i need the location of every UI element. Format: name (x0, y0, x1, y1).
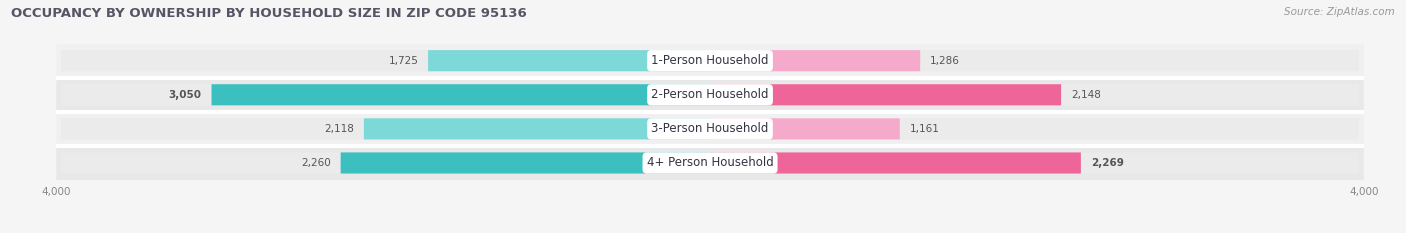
FancyBboxPatch shape (710, 118, 900, 140)
FancyBboxPatch shape (710, 84, 1062, 105)
FancyBboxPatch shape (56, 44, 1364, 78)
Text: 2-Person Household: 2-Person Household (651, 88, 769, 101)
Text: 3,050: 3,050 (169, 90, 201, 100)
Text: 1,161: 1,161 (910, 124, 939, 134)
FancyBboxPatch shape (60, 152, 710, 174)
FancyBboxPatch shape (364, 118, 710, 140)
Text: 1,725: 1,725 (388, 56, 418, 66)
FancyBboxPatch shape (211, 84, 710, 105)
FancyBboxPatch shape (710, 50, 1360, 71)
FancyBboxPatch shape (710, 50, 920, 71)
FancyBboxPatch shape (56, 78, 1364, 112)
Text: 4+ Person Household: 4+ Person Household (647, 157, 773, 169)
Text: 2,148: 2,148 (1071, 90, 1101, 100)
FancyBboxPatch shape (56, 146, 1364, 180)
Text: 3-Person Household: 3-Person Household (651, 122, 769, 135)
FancyBboxPatch shape (60, 118, 710, 140)
Text: 2,260: 2,260 (301, 158, 330, 168)
FancyBboxPatch shape (60, 50, 710, 71)
FancyBboxPatch shape (340, 152, 710, 174)
FancyBboxPatch shape (710, 152, 1081, 174)
Text: OCCUPANCY BY OWNERSHIP BY HOUSEHOLD SIZE IN ZIP CODE 95136: OCCUPANCY BY OWNERSHIP BY HOUSEHOLD SIZE… (11, 7, 527, 20)
FancyBboxPatch shape (710, 84, 1360, 105)
Text: 2,269: 2,269 (1091, 158, 1123, 168)
Text: 1,286: 1,286 (929, 56, 960, 66)
FancyBboxPatch shape (60, 84, 710, 105)
Text: 2,118: 2,118 (325, 124, 354, 134)
FancyBboxPatch shape (710, 118, 1360, 140)
FancyBboxPatch shape (56, 112, 1364, 146)
Text: 1-Person Household: 1-Person Household (651, 54, 769, 67)
Text: Source: ZipAtlas.com: Source: ZipAtlas.com (1284, 7, 1395, 17)
FancyBboxPatch shape (710, 152, 1360, 174)
FancyBboxPatch shape (427, 50, 710, 71)
